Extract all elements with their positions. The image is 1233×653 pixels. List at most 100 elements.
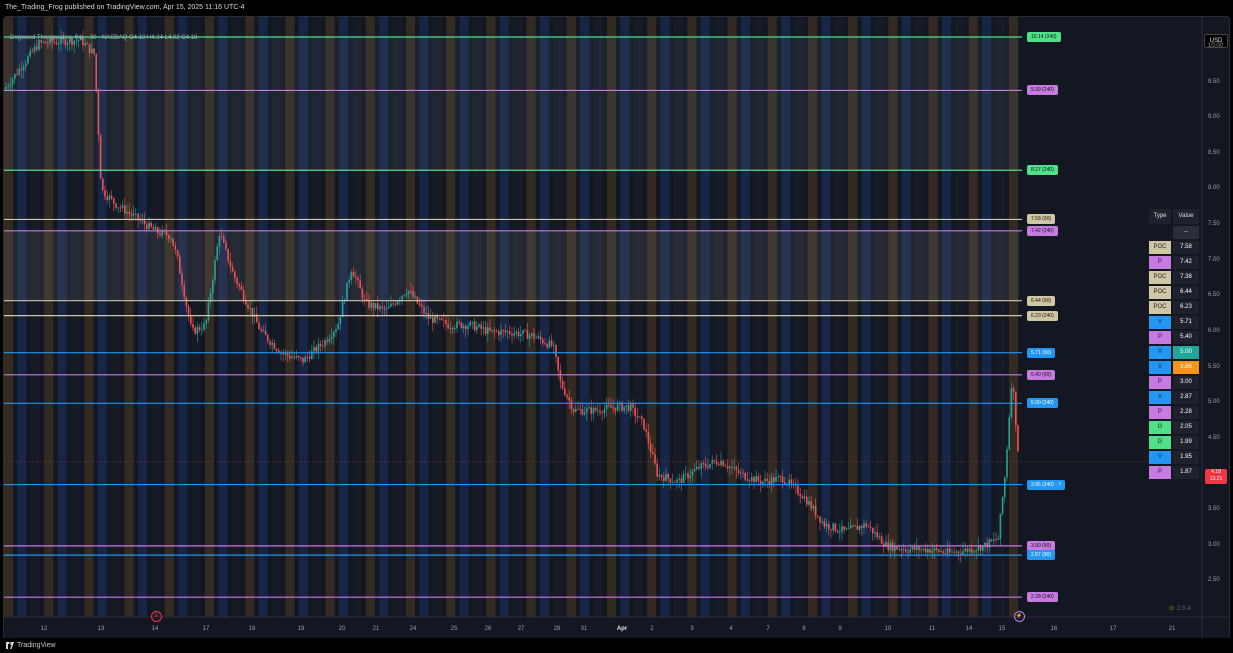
price-tick: 10.00: [1208, 42, 1224, 49]
candle-body: [968, 548, 971, 552]
candle-body: [775, 476, 777, 482]
candle-body: [938, 549, 940, 552]
candle-body: [722, 460, 724, 466]
candle-body: [460, 322, 463, 329]
candle-body: [289, 355, 291, 359]
candle-body: [966, 548, 969, 552]
candle-body: [394, 303, 397, 305]
candle-body: [597, 410, 599, 412]
candle-body: [773, 477, 775, 482]
candle-body: [691, 470, 694, 476]
top-bar: The_Trading_Frog published on TradingVie…: [0, 0, 1233, 16]
session-band: [499, 17, 509, 617]
session-band: [1009, 17, 1018, 617]
candle-body: [685, 473, 687, 475]
candle-body: [234, 271, 236, 279]
table-row: --: [1149, 226, 1199, 239]
chart-panel[interactable]: Dogwood Therapeutics, Inc. · 30 · NASDAQ…: [3, 16, 1230, 640]
candle-body: [40, 40, 42, 43]
candle-body: [137, 213, 139, 220]
frog-icon: ☺: [1168, 605, 1176, 612]
currency-button[interactable]: USD: [1204, 34, 1228, 48]
candle-body: [557, 357, 559, 371]
candle-body: [31, 50, 34, 52]
candle-body: [106, 196, 108, 200]
bar-countdown: 13:21: [1209, 476, 1223, 482]
candle-body: [451, 328, 454, 330]
candle-body: [724, 465, 727, 467]
event-marker-icon[interactable]: E: [151, 611, 162, 622]
candle-body: [834, 523, 837, 531]
candle-body: [458, 321, 460, 323]
candle-body: [819, 516, 821, 523]
candle-body: [152, 226, 155, 230]
type-cell: V: [1149, 451, 1171, 464]
candle-body: [658, 474, 661, 477]
candle-body: [509, 331, 511, 334]
candle-body: [856, 525, 859, 530]
price-chart[interactable]: [4, 17, 1229, 639]
candle-body: [654, 454, 656, 464]
candle-body: [632, 404, 634, 408]
candle-body: [60, 37, 62, 44]
candle-body: [700, 463, 702, 469]
candle-body: [762, 481, 764, 484]
candle-body: [715, 461, 718, 465]
session-band: [339, 17, 348, 617]
session-band: [245, 17, 255, 617]
candle-body: [718, 464, 720, 466]
candle-body: [432, 316, 434, 323]
candle-body: [513, 333, 515, 336]
value-cell: 1.87: [1173, 466, 1199, 479]
candle-body: [867, 526, 870, 528]
candle-body: [471, 321, 474, 323]
candle-body: [814, 505, 817, 516]
candle-body: [599, 410, 601, 413]
candle-body: [447, 324, 449, 329]
candle-body: [456, 321, 458, 329]
candle-body: [194, 327, 196, 334]
candle-body: [143, 220, 146, 225]
candle-body: [328, 339, 331, 342]
candle-body: [528, 335, 531, 339]
candle-body: [874, 532, 876, 534]
candle-body: [25, 63, 27, 67]
candle-body: [484, 327, 487, 334]
candle-body: [443, 319, 445, 321]
candle-body: [929, 549, 931, 553]
candle-body: [418, 303, 421, 306]
candle-body: [737, 470, 740, 474]
candle-body: [242, 290, 245, 301]
candle-body: [643, 418, 645, 430]
candle-body: [918, 546, 920, 551]
candle-body: [702, 463, 705, 465]
candle-body: [588, 407, 590, 409]
candle-body: [102, 178, 104, 190]
candle-body: [80, 36, 82, 41]
candle-body: [559, 370, 562, 381]
candle-body: [341, 301, 344, 317]
candle-body: [993, 539, 995, 541]
time-tick: 4: [729, 626, 733, 632]
symbol-legend[interactable]: Dogwood Therapeutics, Inc. · 30 · NASDAQ…: [10, 35, 198, 41]
candle-body: [491, 329, 493, 331]
candle-body: [174, 245, 177, 251]
price-tick: 9.00: [1208, 114, 1220, 121]
candle-body: [891, 542, 894, 552]
price-tick: 2.50: [1208, 577, 1220, 584]
type-cell: POC: [1149, 301, 1171, 314]
candle-body: [159, 233, 161, 236]
candle-body: [392, 303, 394, 305]
table-row: V 5.00: [1149, 346, 1199, 359]
candle-body: [506, 331, 509, 333]
session-band: [44, 17, 54, 617]
candle-body: [42, 41, 45, 43]
time-tick: 18: [248, 626, 256, 632]
candle-body: [555, 345, 557, 358]
candle-body: [403, 295, 405, 296]
candle-body: [940, 551, 942, 553]
candle-body: [707, 466, 709, 468]
candle-body: [414, 296, 416, 298]
candle-body: [421, 305, 423, 307]
event-marker-icon[interactable]: ⚡: [1014, 611, 1025, 622]
